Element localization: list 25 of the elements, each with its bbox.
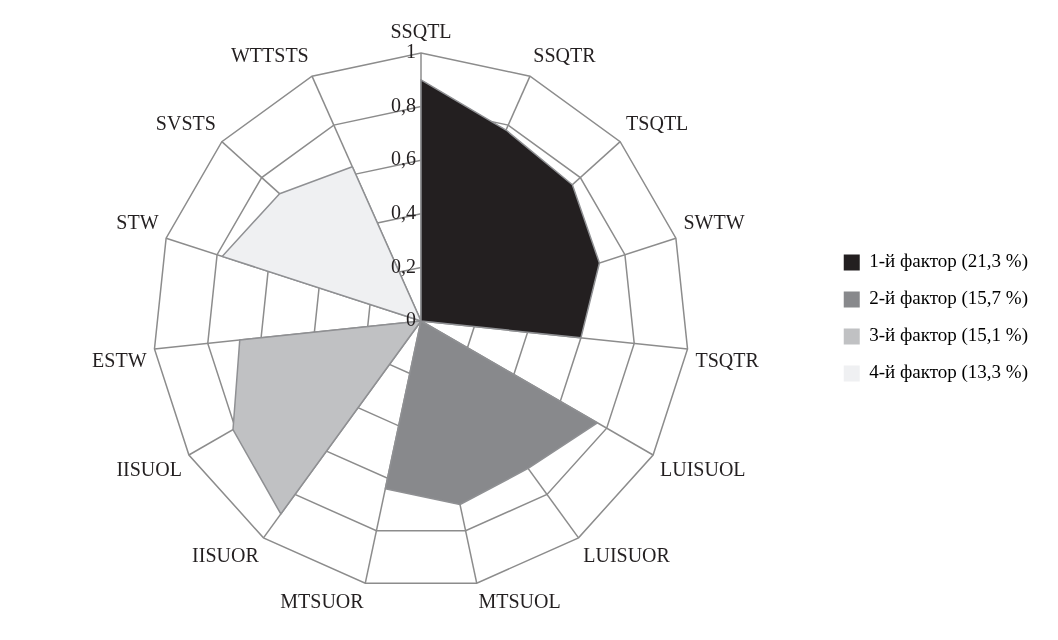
y-tick-label: 0,8 bbox=[391, 93, 416, 116]
spoke-label: SSQTR bbox=[533, 44, 597, 67]
spoke-label: STW bbox=[116, 210, 159, 233]
y-tick-label: 0,4 bbox=[391, 201, 416, 224]
spoke-label: LUISUOL bbox=[660, 458, 746, 481]
spoke-label: LUISUOR bbox=[583, 543, 671, 566]
y-tick-label: 0,2 bbox=[391, 254, 416, 277]
spoke-label: MTSUOL bbox=[478, 590, 561, 613]
y-tick-label: 0,6 bbox=[391, 147, 416, 170]
spoke-label: IISUOR bbox=[192, 543, 260, 566]
spoke-label: SWTW bbox=[683, 210, 745, 233]
spoke-label: TSQTL bbox=[626, 111, 689, 134]
spoke-label: ESTW bbox=[92, 349, 147, 372]
legend-label: 2-й фактор (15,7 %) bbox=[869, 287, 1029, 310]
y-tick-label: 0 bbox=[406, 308, 416, 331]
spoke-label: TSQTR bbox=[695, 349, 760, 372]
spoke-label: MTSUOR bbox=[280, 590, 365, 613]
spoke-label: WTTSTS bbox=[230, 44, 309, 67]
spoke-label: SVSTS bbox=[155, 111, 216, 134]
legend-label: 1-й фактор (21,3 %) bbox=[869, 250, 1029, 273]
legend-label: 4-й фактор (13,3 %) bbox=[869, 361, 1029, 384]
legend-label: 3-й фактор (15,1 %) bbox=[869, 324, 1029, 347]
spoke-label: SSQTL bbox=[390, 20, 452, 43]
spoke-label: IISUOL bbox=[116, 458, 182, 481]
y-tick-label: 1 bbox=[406, 40, 416, 63]
